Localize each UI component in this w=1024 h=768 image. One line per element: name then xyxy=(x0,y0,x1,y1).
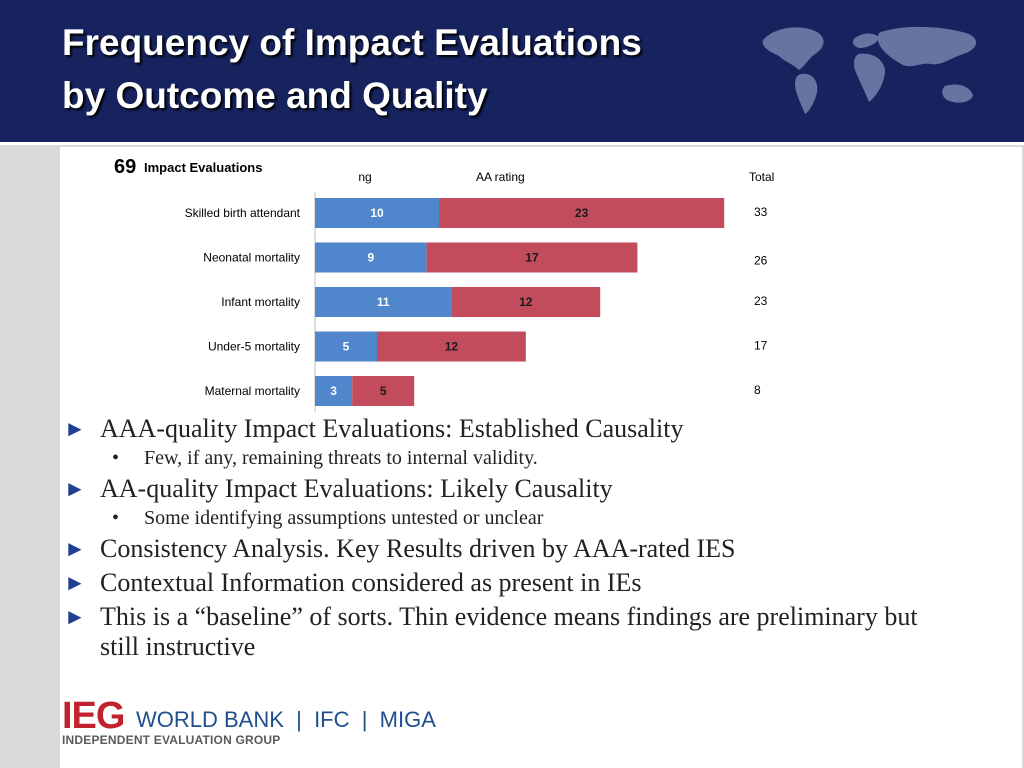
category-label: Maternal mortality xyxy=(205,384,300,398)
bar-value-label: 9 xyxy=(367,251,374,265)
evaluation-count: 69 xyxy=(114,156,137,178)
sub-bullet-item: • Few, if any, remaining threats to inter… xyxy=(62,446,962,470)
bullet-arrow-icon: ► xyxy=(64,604,86,629)
bar-value-label: 5 xyxy=(380,384,387,398)
bullet-arrow-icon: ► xyxy=(64,536,86,561)
bullet-arrow-icon: ► xyxy=(64,570,86,595)
bullet-item: ► AAA-quality Impact Evaluations: Establi… xyxy=(62,414,962,444)
footer-logo: IEG WORLD BANK | IFC | MIGA INDEPENDENT … xyxy=(62,695,482,755)
bullet-item: ► AA-quality Impact Evaluations: Likely C… xyxy=(62,474,962,504)
right-decor-strip xyxy=(1022,145,1024,768)
legend-label: AA rating xyxy=(476,170,525,184)
sub-bullet-item: • Some identifying assumptions untested o… xyxy=(62,506,962,530)
world-map-icon xyxy=(762,26,977,114)
bar-segment xyxy=(377,331,526,362)
bullet-list: ► AAA-quality Impact Evaluations: Establi… xyxy=(62,410,962,662)
bullet-text: This is a “baseline” of sorts. Thin evid… xyxy=(100,602,918,661)
category-label: Skilled birth attendant xyxy=(185,206,301,220)
bar-segment xyxy=(315,331,377,362)
bar-value-label: 12 xyxy=(445,340,459,354)
bullet-text: Contextual Information considered as pre… xyxy=(100,568,642,597)
bullet-text: Consistency Analysis. Key Results driven… xyxy=(100,534,736,563)
bar-segment xyxy=(315,287,452,317)
chart-label-box: 69 Impact Evaluations xyxy=(104,150,358,182)
left-decor-strip xyxy=(0,145,60,768)
bullet-item: ► This is a “baseline” of sorts. Thin evi… xyxy=(62,602,962,662)
category-label: Infant mortality xyxy=(221,295,300,309)
bar-segment xyxy=(426,242,638,273)
bar-value-label: 17 xyxy=(525,251,539,265)
sub-bullet-dot-icon: • xyxy=(112,447,120,469)
bar-segment xyxy=(315,198,439,228)
bullet-text: AAA-quality Impact Evaluations: Establis… xyxy=(100,414,684,443)
bullet-arrow-icon: ► xyxy=(64,476,86,501)
bar-segment xyxy=(315,242,427,273)
category-label: Under-5 mortality xyxy=(208,340,300,354)
bullet-item: ► Consistency Analysis. Key Results drive… xyxy=(62,534,962,564)
bar-value-label: 12 xyxy=(519,295,533,309)
bar-value-label: 11 xyxy=(377,295,390,309)
bar-value-label: 5 xyxy=(343,340,350,354)
sub-bullet-text: Few, if any, remaining threats to intern… xyxy=(144,447,538,469)
ieg-logo-text: IEG xyxy=(62,695,125,737)
total-value-label: 26 xyxy=(754,254,768,268)
total-value-label: 17 xyxy=(754,339,768,353)
evaluation-count-label: Impact Evaluations xyxy=(144,160,263,175)
bar-segment xyxy=(451,287,601,317)
category-label: Neonatal mortality xyxy=(203,251,300,265)
sub-bullet-dot-icon: • xyxy=(112,507,120,529)
slide-title: Frequency of Impact Evaluations by Outco… xyxy=(62,16,642,122)
total-value-label: 23 xyxy=(754,294,768,308)
bullet-text: AA-quality Impact Evaluations: Likely Ca… xyxy=(100,474,613,503)
bar-segment xyxy=(439,198,725,228)
bar-value-label: 23 xyxy=(575,206,589,220)
total-value-label: 33 xyxy=(754,205,768,219)
bar-segment xyxy=(315,376,353,406)
totals-header: Total xyxy=(749,170,774,184)
title-line-2: by Outcome and Quality xyxy=(62,75,488,116)
bar-value-label: 3 xyxy=(330,384,337,398)
sub-bullet-text: Some identifying assumptions untested or… xyxy=(144,507,544,529)
bar-value-label: 10 xyxy=(370,206,384,220)
orgs-logo-text: WORLD BANK | IFC | MIGA xyxy=(136,707,436,732)
slide-header: Frequency of Impact Evaluations by Outco… xyxy=(0,0,1024,142)
title-line-1: Frequency of Impact Evaluations xyxy=(62,22,642,63)
total-value-label: 8 xyxy=(754,383,761,397)
ieg-subtitle: INDEPENDENT EVALUATION GROUP xyxy=(62,733,281,747)
bar-segment xyxy=(352,376,415,406)
bullet-item: ► Contextual Information considered as pr… xyxy=(62,568,962,598)
bullet-arrow-icon: ► xyxy=(64,416,86,441)
top-divider xyxy=(60,145,1024,147)
